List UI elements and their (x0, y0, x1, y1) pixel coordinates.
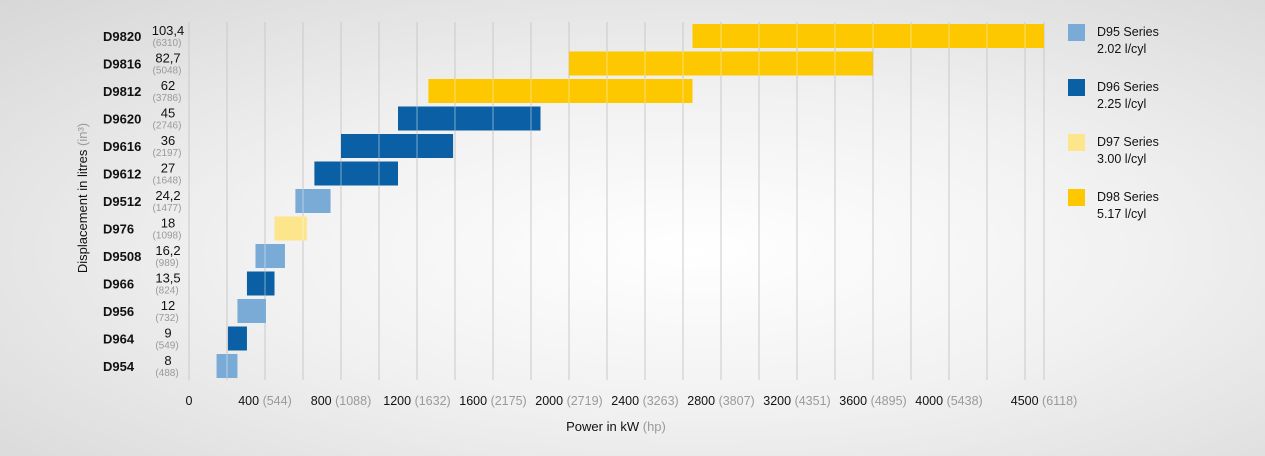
cubic-inch-label: (6310) (153, 38, 182, 49)
model-label: D966 (103, 277, 134, 292)
x-tick-label: 2800 (3807) (687, 394, 754, 408)
bar-d976 (274, 216, 307, 241)
legend-swatch (1068, 134, 1085, 151)
displacement-label: 45 (161, 106, 175, 121)
legend-swatch (1068, 79, 1085, 96)
displacement-label: 62 (161, 78, 175, 93)
bar-d9612 (314, 161, 398, 186)
bar-d9508 (255, 244, 285, 268)
bar-d9816 (569, 51, 873, 76)
x-tick-label: 400 (544) (238, 394, 292, 408)
model-label: D964 (103, 332, 135, 347)
bar-d954 (216, 354, 238, 378)
displacement-label: 24,2 (155, 188, 180, 203)
legend-series-name: D98 Series (1097, 190, 1159, 204)
x-tick-label: 0 (186, 394, 193, 408)
x-tick-label: 4500 (6118) (1011, 394, 1078, 408)
legend-series-sub: 2.02 l/cyl (1097, 42, 1146, 56)
x-tick-label: 2400 (3263) (611, 394, 678, 408)
displacement-label: 27 (161, 161, 175, 176)
cubic-inch-label: (824) (155, 286, 178, 297)
cubic-inch-label: (1648) (153, 176, 182, 187)
x-tick-label: 1600 (2175) (459, 394, 526, 408)
cubic-inch-label: (5048) (153, 66, 182, 77)
legend: D95 Series 2.02 l/cyl D96 Series 2.25 l/cyl… (1068, 24, 1159, 221)
bar-d9820 (692, 24, 1044, 48)
cubic-inch-label: (3786) (153, 93, 182, 104)
cubic-inch-label: (549) (155, 341, 178, 352)
bar-d9512 (295, 189, 331, 213)
model-label: D9820 (103, 29, 141, 44)
displacement-label: 82,7 (155, 51, 180, 66)
legend-swatch (1068, 24, 1085, 41)
bar-d964 (227, 326, 247, 351)
bar-d956 (237, 299, 266, 323)
x-tick-label: 2000 (2719) (535, 394, 602, 408)
model-label: D9508 (103, 249, 141, 264)
bar-d9616 (341, 134, 454, 158)
model-label: D956 (103, 304, 134, 319)
model-label: D9612 (103, 167, 141, 182)
cubic-inch-label: (1477) (153, 203, 182, 214)
x-tick-label: 1200 (1632) (383, 394, 450, 408)
model-label: D9512 (103, 194, 141, 209)
model-label: D976 (103, 222, 134, 237)
legend-series-name: D95 Series (1097, 25, 1159, 39)
cubic-inch-label: (989) (155, 258, 178, 269)
legend-series-name: D97 Series (1097, 135, 1159, 149)
legend-swatch (1068, 189, 1085, 206)
bar-d966 (246, 271, 275, 296)
x-tick-label: 4000 (5438) (915, 394, 982, 408)
x-tick-label: 3600 (4895) (839, 394, 906, 408)
bars-group (216, 24, 1044, 378)
displacement-label: 36 (161, 133, 175, 148)
cubic-inch-label: (732) (155, 313, 178, 324)
legend-series-sub: 5.17 l/cyl (1097, 207, 1146, 221)
cubic-inch-label: (488) (155, 368, 178, 379)
model-label: D9616 (103, 139, 141, 154)
cubic-inch-label: (2197) (153, 148, 182, 159)
y-axis-title: Displacement in litres (in³) (75, 123, 90, 273)
model-label: D9620 (103, 112, 141, 127)
displacement-label: 13,5 (155, 271, 180, 286)
legend-series-sub: 3.00 l/cyl (1097, 152, 1146, 166)
displacement-label: 8 (164, 353, 171, 368)
bar-d9812 (428, 79, 693, 103)
model-label: D954 (103, 359, 135, 374)
x-tick-label: 3200 (4351) (763, 394, 830, 408)
x-tick-labels: 0 400 (544) 800 (1088) 1200 (1632) 1600 (217… (186, 394, 1078, 408)
displacement-label: 103,4 (152, 23, 185, 38)
model-label: D9812 (103, 84, 141, 99)
displacement-label: 12 (161, 298, 175, 313)
legend-series-name: D96 Series (1097, 80, 1159, 94)
cubic-inch-label: (2746) (153, 121, 182, 132)
x-tick-label: 800 (1088) (311, 394, 371, 408)
bar-d9620 (398, 106, 541, 131)
legend-series-sub: 2.25 l/cyl (1097, 97, 1146, 111)
displacement-label: 18 (161, 216, 175, 231)
cubic-inch-label: (1098) (153, 231, 182, 242)
x-axis-title: Power in kW (hp) (566, 419, 666, 434)
displacement-label: 9 (164, 326, 171, 341)
y-labels: D9820 103,4(6310) D9816 82,7(5048) D9812 62(3… (103, 23, 184, 379)
displacement-label: 16,2 (155, 243, 180, 258)
model-label: D9816 (103, 57, 141, 72)
